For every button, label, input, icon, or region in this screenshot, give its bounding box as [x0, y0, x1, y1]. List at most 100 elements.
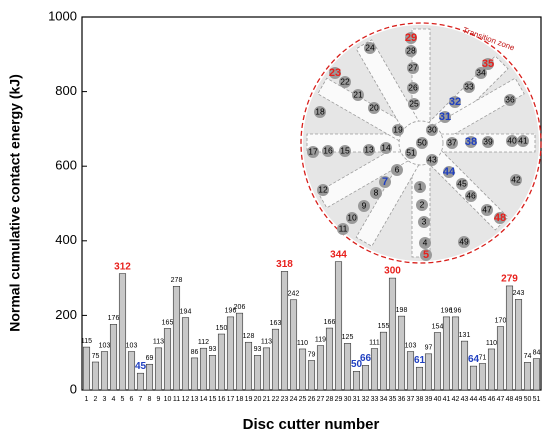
inset-cutter	[420, 249, 432, 261]
bar	[244, 341, 253, 391]
inset-cutter-label: 17	[308, 146, 318, 156]
value-label: 131	[459, 332, 471, 339]
bar	[316, 345, 325, 391]
x-tick-label: 17	[227, 396, 235, 403]
bar	[154, 347, 163, 391]
value-label: 115	[81, 338, 92, 345]
bar	[118, 273, 127, 391]
value-label: 165	[162, 319, 174, 326]
inset-cutter-label: 27	[408, 62, 418, 72]
value-label: 112	[198, 339, 209, 346]
x-tick-label: 13	[191, 396, 199, 403]
inset-cutter	[426, 124, 438, 136]
x-tick-label: 29	[335, 396, 343, 403]
x-tick-label: 33	[371, 396, 379, 403]
value-label: 150	[216, 325, 228, 332]
inset-cutter	[322, 145, 334, 157]
x-tick-label: 34	[380, 396, 388, 403]
inset-cutter-label: 2	[420, 199, 425, 209]
inset-cutter	[458, 236, 470, 248]
value-label: 103	[405, 342, 417, 349]
value-label: 75	[92, 353, 100, 360]
bar	[82, 346, 91, 391]
x-tick-label: 11	[173, 396, 180, 403]
inset-cutter-label: 33	[464, 81, 474, 91]
value-label: 206	[234, 304, 246, 311]
bar	[262, 347, 271, 391]
x-tick-label: 48	[506, 396, 514, 403]
value-label: 243	[513, 290, 525, 297]
bar	[487, 348, 496, 391]
bar	[280, 271, 289, 391]
value-label: 111	[369, 339, 380, 346]
inset-cutter	[364, 42, 376, 54]
inset-cutter	[407, 82, 419, 94]
bar	[226, 316, 235, 391]
inset-cutter	[392, 124, 404, 136]
inset-cutter-label: 23	[329, 67, 341, 79]
bar	[505, 285, 514, 391]
x-tick-label: 6	[130, 396, 134, 403]
inset-cutter	[314, 106, 326, 118]
inset-cutter	[446, 137, 458, 149]
value-label: 128	[243, 333, 255, 340]
x-tick-label: 3	[103, 396, 107, 403]
x-tick-label: 49	[515, 396, 523, 403]
inset-cutter-label: 22	[340, 76, 350, 86]
inset-cutter-label: 49	[459, 236, 469, 246]
bar	[145, 363, 154, 391]
inset-cutter-label: 30	[427, 124, 437, 134]
x-tick-label: 38	[416, 396, 424, 403]
value-label: 110	[486, 340, 497, 347]
inset-cutter	[449, 96, 461, 108]
inset-cutter	[380, 142, 392, 154]
inset-cutter-label: 20	[369, 102, 379, 112]
value-label: 74	[524, 353, 532, 360]
bar	[253, 355, 262, 391]
inset-cutter-label: 47	[482, 204, 492, 214]
bar	[127, 351, 136, 391]
inset-cutter-label: 51	[406, 147, 416, 157]
x-tick-label: 35	[389, 396, 397, 403]
inset-cutter	[419, 237, 431, 249]
inset-cutter-label: 40	[507, 135, 517, 145]
x-tick-label: 47	[497, 396, 505, 403]
inset-cutter	[482, 58, 494, 70]
inset-cutter-label: 38	[465, 136, 477, 148]
inset-cutter-label: 1	[418, 181, 423, 191]
inset-cutter	[352, 89, 364, 101]
inset-cutter	[416, 137, 428, 149]
inset-cutter	[504, 94, 516, 106]
bar	[307, 360, 316, 391]
value-label: 113	[261, 339, 272, 346]
value-label: 103	[99, 342, 111, 349]
y-axis-label: Normal cumulative contact energy (kJ)	[7, 74, 23, 332]
x-tick-label: 15	[209, 396, 217, 403]
inset-cutter-label: 11	[339, 223, 348, 233]
value-label: 50	[351, 359, 363, 370]
bar	[379, 331, 388, 391]
inset-cutter-label: 4	[423, 237, 428, 247]
inset-cutter	[426, 154, 438, 166]
x-tick-label: 20	[254, 396, 262, 403]
value-label: 163	[270, 320, 282, 327]
inset-cutter-label: 7	[382, 176, 388, 188]
x-tick-label: 14	[200, 396, 208, 403]
value-label: 45	[135, 361, 147, 372]
x-tick-label: 12	[182, 396, 190, 403]
x-tick-label: 32	[362, 396, 370, 403]
value-label: 196	[450, 308, 462, 315]
inset-cutter	[405, 32, 417, 44]
inset-cutter	[482, 136, 494, 148]
x-tick-label: 27	[317, 396, 325, 403]
value-label: 176	[108, 315, 120, 322]
bar	[208, 355, 217, 391]
inset-cutter	[463, 81, 475, 93]
bar	[451, 316, 460, 391]
inset-cutter-label: 45	[457, 178, 467, 188]
inset-cutter-label: 42	[511, 174, 521, 184]
inset-cutter	[358, 200, 370, 212]
inset-cutter-label: 18	[315, 106, 325, 116]
inset-cutter	[368, 102, 380, 114]
x-tick-label: 40	[434, 396, 442, 403]
